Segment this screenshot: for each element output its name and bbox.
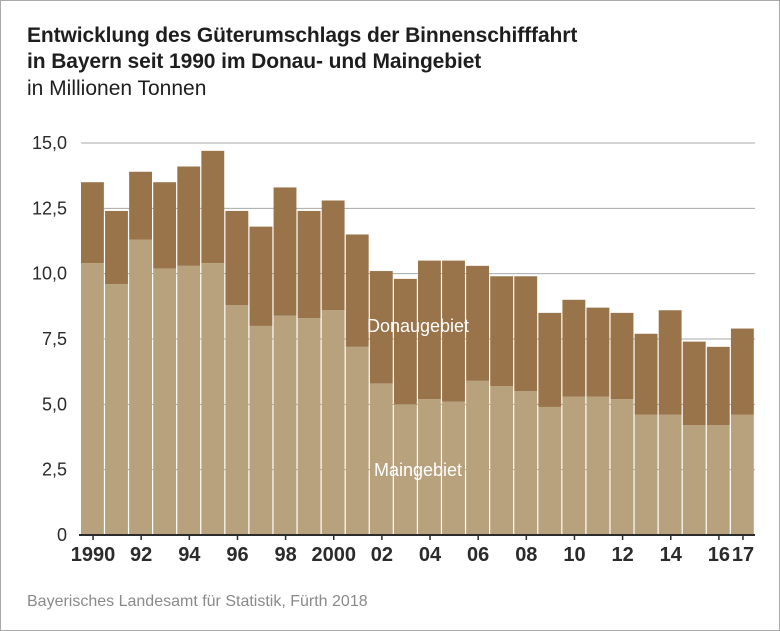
x-tick-label: 96 [226,544,248,566]
bar-maingebiet [514,391,538,535]
chart-title-line-2: in Bayern seit 1990 im Donau- und Mainge… [27,50,482,73]
bar-donaugebiet [177,166,201,266]
y-tick-label: 12,5 [32,198,67,218]
x-tick-label: 12 [611,544,633,566]
bar-maingebiet [369,383,393,535]
bar-maingebiet [249,325,273,535]
bar-donaugebiet [321,200,345,311]
bar-maingebiet [610,399,634,535]
chart-title-line-1: Entwicklung des Güterumschlags der Binne… [27,24,578,47]
bar-donaugebiet [153,182,177,269]
bar-donaugebiet [706,346,730,426]
y-tick-label: 5,0 [42,394,67,414]
y-tick-label: 10,0 [32,264,67,284]
bar-maingebiet [105,284,128,535]
bar-donaugebiet [273,187,297,316]
bar-donaugebiet [297,210,321,319]
bar-maingebiet [490,386,514,535]
bar-donaugebiet [105,210,128,285]
bar-maingebiet [225,305,249,535]
x-tick-label: 92 [130,544,152,566]
x-tick-label: 16 [708,544,730,566]
bar-maingebiet [418,399,441,535]
bar-donaugebiet [730,328,754,415]
series-label-donaugebiet: Donaugebiet [367,316,469,336]
bar-maingebiet [129,239,153,535]
y-tick-label: 2,5 [42,460,67,480]
bar-donaugebiet [369,271,393,384]
source-note: Bayerisches Landesamt für Statistik, Für… [27,593,368,610]
x-tick-label: 98 [274,544,296,566]
x-tick-label: 2000 [312,544,357,566]
x-tick-label: 04 [419,544,442,566]
y-tick-label: 15,0 [32,133,67,153]
bar-maingebiet [273,315,297,535]
bar-maingebiet [297,318,321,535]
bar-maingebiet [321,310,345,535]
x-tick-label: 14 [660,544,683,566]
bar-maingebiet [153,268,177,535]
x-tick-label: 08 [515,544,537,566]
x-tick-label: 10 [563,544,585,566]
bar-maingebiet [706,425,730,535]
bar-maingebiet [658,414,682,535]
x-tick-label: 06 [467,544,489,566]
bar-donaugebiet [490,276,514,387]
bar-donaugebiet [201,150,225,264]
bar-donaugebiet [249,226,273,326]
bar-maingebiet [177,265,201,535]
bar-maingebiet [682,425,706,535]
bar-donaugebiet [610,312,634,400]
bar-maingebiet [442,401,465,535]
x-tick-label: 1990 [71,544,116,566]
bar-donaugebiet [634,333,658,415]
bar-donaugebiet [393,278,417,405]
bar-donaugebiet [586,307,610,397]
bar-maingebiet [538,406,562,535]
bar-maingebiet [81,263,104,535]
bar-donaugebiet [466,265,490,381]
bar-maingebiet [634,414,658,535]
series-label-maingebiet: Maingebiet [374,460,462,480]
bar-donaugebiet [442,260,465,402]
bar-maingebiet [466,380,490,535]
bar-maingebiet [201,263,225,535]
y-tick-label: 7,5 [42,329,67,349]
bar-donaugebiet [658,310,682,415]
bar-maingebiet [562,396,586,535]
bar-donaugebiet [129,171,153,240]
bar-donaugebiet [562,299,586,397]
bar-donaugebiet [514,276,538,392]
y-tick-label: 0 [57,525,67,545]
bar-donaugebiet [538,312,562,407]
bar-maingebiet [345,346,369,535]
bar-donaugebiet [345,234,369,347]
bar-maingebiet [393,404,417,535]
bar-donaugebiet [682,341,706,426]
x-tick-label: 17 [732,544,754,566]
x-tick-label: 02 [371,544,393,566]
x-tick-label: 94 [178,544,201,566]
bar-maingebiet [586,396,610,535]
bar-donaugebiet [225,210,249,306]
bar-maingebiet [730,414,754,535]
bar-donaugebiet [418,260,441,400]
chart-subtitle: in Millionen Tonnen [27,77,207,100]
bar-donaugebiet [81,182,104,264]
